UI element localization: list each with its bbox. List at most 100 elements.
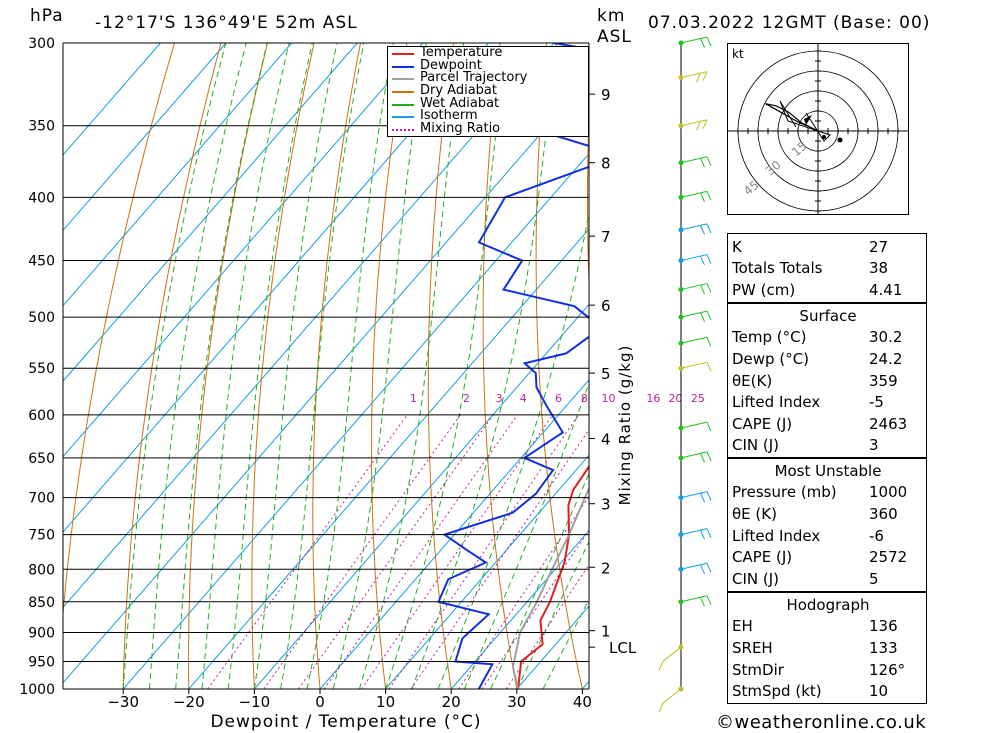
isotherm-line: [63, 43, 489, 533]
wet-adiabat-line: [280, 43, 365, 689]
wet-adiabat-line: [122, 43, 227, 689]
dry-adiabat-line: [919, 43, 1000, 689]
wind-barb-flag: [700, 38, 705, 48]
isotherm-line: [254, 303, 589, 689]
wind-barb-flag: [700, 492, 705, 503]
legend-item-dry-adiabat: Dry Adiabat: [388, 84, 588, 98]
mixing-ratio-label: 8: [581, 392, 588, 405]
isotherm-line: [63, 43, 227, 232]
wind-barb-flag: [706, 36, 712, 47]
mixing-ratio-line: [298, 414, 494, 689]
mixing-ratio-line: [458, 495, 589, 689]
mu-row-li: Lifted Index -6: [732, 526, 884, 545]
mixing-ratio-label: 16: [646, 392, 660, 405]
wind-barb-flag: [706, 491, 712, 501]
hodograph-index-title: Hodograph: [786, 595, 870, 614]
wind-barb-flag: [658, 660, 664, 671]
km-unit-label: km: [597, 6, 626, 26]
pressure-tick-label: 350: [28, 119, 55, 135]
surface-row-dewp: Dewp (°C) 24.2: [732, 349, 903, 368]
wind-barb-flag: [706, 254, 712, 264]
hodograph-panel: 15 30 45 kt: [727, 43, 909, 215]
dry-adiabat-line: [122, 43, 222, 689]
km-tick-label: 7: [601, 228, 611, 246]
mu-row-pressure: Pressure (mb) 1000: [732, 483, 908, 502]
wind-barb-shaft: [680, 336, 708, 344]
series-parcel-trajectory: [511, 486, 589, 689]
wind-barb-flag: [706, 191, 712, 201]
wind-barb-flag: [700, 225, 705, 235]
wind-barb-flag: [706, 337, 712, 347]
x-tick-label: −10: [239, 693, 271, 711]
hodograph-trace-secondary: [779, 100, 831, 142]
hodo-row-stmspd: StmSpd (kt) 10: [732, 682, 889, 701]
surface-row-thetae: θE(K) 359: [732, 371, 898, 390]
mixing-ratio-line: [361, 414, 554, 689]
surface-table: Surface Temp (°C) 30.2 Dewp (°C) 24.2 θE(K…: [728, 305, 928, 456]
mixing-ratio-label: 10: [602, 392, 616, 405]
legend-item-parcel: Parcel Trajectory: [388, 71, 588, 85]
dry-adiabat-line: [637, 43, 713, 689]
wind-barb-shaft: [680, 595, 708, 603]
mixing-ratio-line: [263, 414, 461, 689]
x-tick-label: 30: [507, 693, 526, 711]
mixing-ratio-line: [481, 529, 589, 689]
mixing-ratio-label: 2: [463, 392, 470, 405]
surface-row-cin: CIN (J) 3: [732, 436, 879, 455]
hodograph-trace: [765, 103, 819, 132]
wet-adiabat-line: [227, 43, 313, 689]
wet-adiabat-line: [542, 598, 589, 689]
pressure-tick-label: 900: [28, 625, 55, 641]
mixing-ratio-label: 1: [410, 392, 417, 405]
pressure-tick-label: 300: [28, 36, 55, 52]
isotherm-line: [63, 43, 555, 609]
wet-adiabat-line: [437, 209, 589, 689]
x-axis-title: Dewpoint / Temperature (°C): [210, 712, 481, 732]
location-title: -12°17'S 136°49'E 52m ASL: [95, 13, 358, 33]
legend-item-wet-adiabat: Wet Adiabat: [388, 97, 588, 111]
pressure-tick-label: 550: [28, 361, 55, 377]
wind-barb-shaft: [680, 491, 708, 499]
hodo-row-stmdir: StmDir 126°: [732, 660, 906, 679]
pressure-tick-label: 800: [28, 562, 55, 578]
index-row-k: K 27: [732, 237, 889, 256]
mixing-ratio-line: [207, 414, 408, 689]
x-tick-label: 10: [376, 693, 395, 711]
lcl-label: LCL: [609, 639, 637, 657]
most-unstable-title: Most Unstable: [774, 461, 882, 480]
legend-item-temperature: Temperature: [388, 46, 588, 60]
pressure-tick-label: 950: [28, 654, 55, 670]
wind-barb-shaft: [680, 283, 708, 291]
hodo-row-sreh: SREH 133: [732, 638, 898, 657]
km-tick-label: 3: [601, 496, 611, 514]
most-unstable-box: [727, 458, 927, 592]
wind-level-dot: [678, 123, 684, 129]
hodograph-index-table: Hodograph EH 136 SREH 133 StmDir 126° StmSp…: [728, 594, 928, 702]
isotherm-line: [319, 379, 589, 689]
copyright-text: ©weatheronline.co.uk: [716, 712, 927, 733]
storm-motion-arrow: [804, 115, 812, 125]
asl-unit-label: ASL: [597, 27, 632, 47]
wind-barb-flag: [700, 192, 705, 203]
wind-barb-flag: [706, 223, 712, 234]
mixing-ratio-line: [410, 428, 589, 689]
mu-row-cin: CIN (J) 5: [732, 569, 879, 588]
surface-box: [727, 303, 927, 458]
pressure-tick-label: 700: [28, 491, 55, 507]
mixing-ratio-line: [505, 563, 589, 689]
wet-adiabat-line: [332, 43, 427, 689]
x-tick-label: 20: [442, 693, 461, 711]
dry-adiabat-line: [427, 43, 454, 689]
wind-barb-flag: [706, 451, 712, 462]
mixing-ratio-axis-title: Mixing Ratio (g/kg): [616, 345, 634, 506]
wet-adiabat-line: [253, 43, 338, 689]
index-row-pw: PW (cm) 4.41: [732, 280, 903, 299]
pressure-tick-label: 600: [28, 408, 55, 424]
wind-barb-flag: [700, 564, 705, 574]
wind-barb-shaft: [662, 646, 682, 662]
dry-adiabat-line: [371, 43, 408, 689]
km-tick-label: 6: [601, 297, 611, 315]
wind-barb-flag: [706, 563, 712, 573]
mu-row-thetae: θE (K) 360: [732, 504, 898, 523]
wind-barb-flag: [706, 283, 712, 293]
